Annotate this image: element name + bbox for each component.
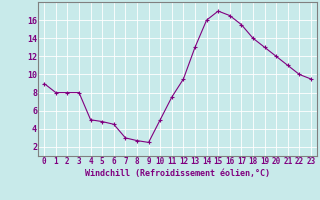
X-axis label: Windchill (Refroidissement éolien,°C): Windchill (Refroidissement éolien,°C) [85,169,270,178]
